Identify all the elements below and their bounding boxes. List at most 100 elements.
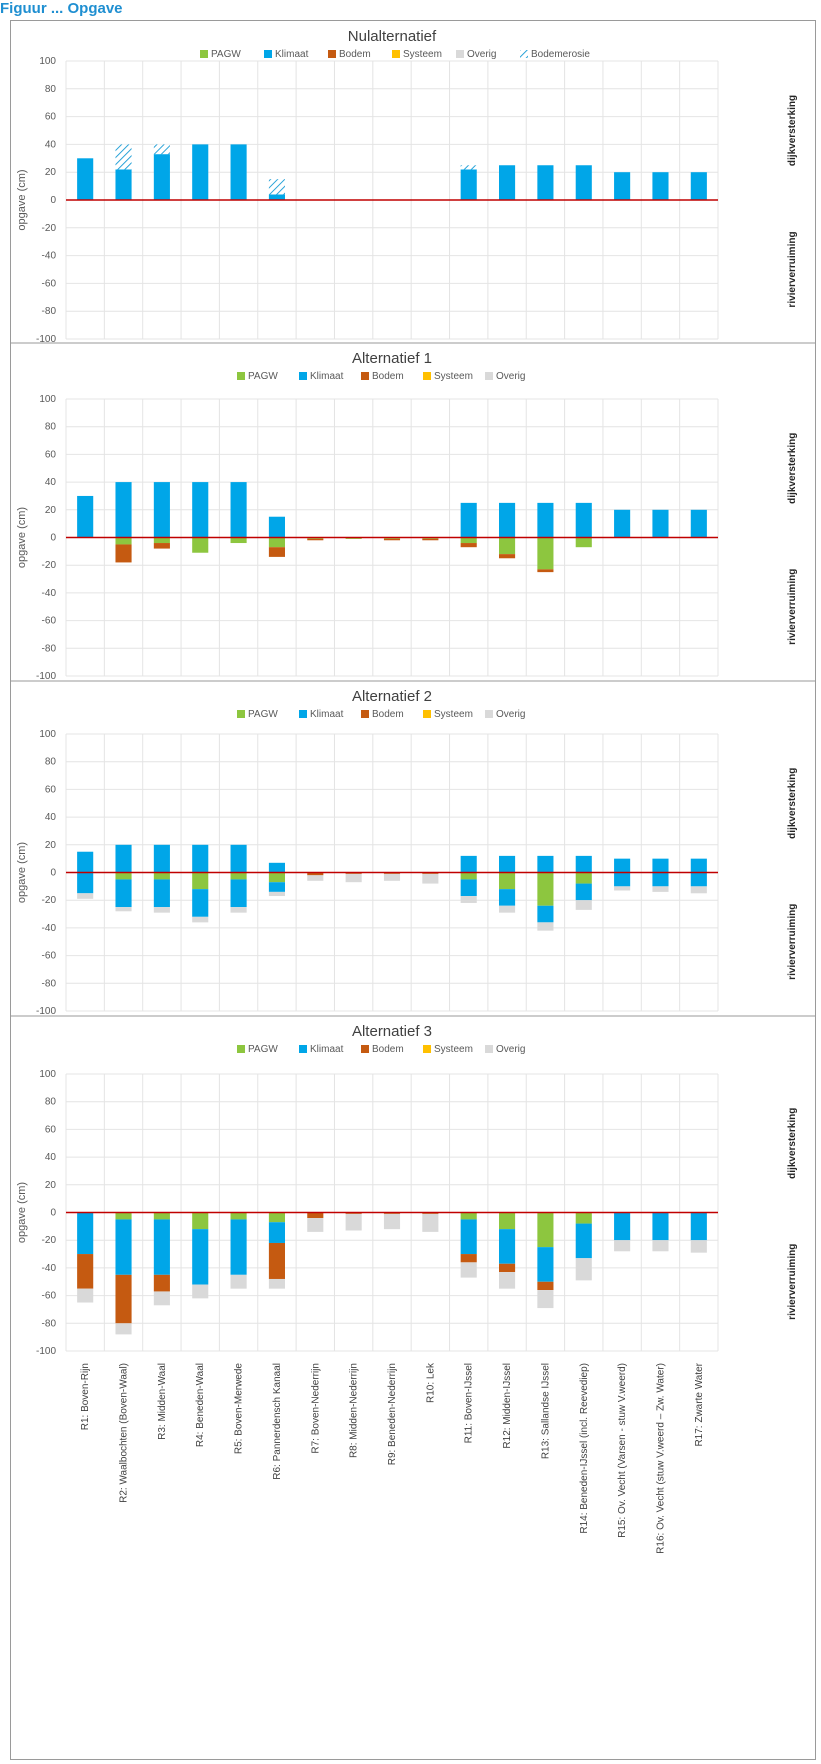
y-tick-label: -20 bbox=[42, 895, 57, 906]
bar-klimaat-15 bbox=[614, 172, 631, 200]
bar-overig-14 bbox=[575, 1258, 592, 1281]
bar-klimaat-17 bbox=[690, 872, 707, 887]
legend-label: Bodem bbox=[372, 709, 404, 720]
bar-overig-4 bbox=[192, 916, 209, 923]
bar-bodem-2 bbox=[115, 544, 132, 563]
chart-panel-2: Alternatief 1 PAGW Klimaat Bodem Systeem Over… bbox=[11, 342, 815, 682]
x-tick-label: R17: Zwarte Water bbox=[694, 1362, 705, 1446]
legend-label: Klimaat bbox=[310, 709, 344, 720]
bar-klimaat-2 bbox=[115, 482, 132, 538]
legend-item-systeem: Systeem bbox=[423, 709, 473, 720]
y-tick-label: 100 bbox=[39, 729, 56, 740]
y-tick-label: -100 bbox=[36, 334, 56, 345]
y-tick-label: 20 bbox=[45, 1180, 57, 1191]
bar-klimaat-1 bbox=[77, 872, 94, 894]
legend-item-systeem: Systeem bbox=[423, 1044, 473, 1055]
figure-frame: Nulalternatief PAGW Klimaat Bodem Systeem Ove… bbox=[10, 20, 816, 1760]
legend-swatch bbox=[237, 372, 245, 380]
y-axis-label: opgave (cm) bbox=[16, 507, 28, 568]
bar-bodemerosie-3 bbox=[153, 144, 170, 155]
bar-bodem-6 bbox=[268, 547, 285, 557]
bar-klimaat-5 bbox=[230, 1219, 247, 1275]
bar-klimaat-15 bbox=[614, 1212, 631, 1241]
legend-label: Bodem bbox=[372, 371, 404, 382]
bar-klimaat-16 bbox=[652, 509, 669, 538]
y-tick-label: -100 bbox=[36, 1006, 56, 1017]
bar-klimaat-12 bbox=[499, 855, 516, 873]
bar-overig-6 bbox=[268, 891, 285, 897]
legend-label: Klimaat bbox=[310, 1044, 344, 1055]
bar-pagw-14 bbox=[575, 1212, 592, 1224]
legend-label: Klimaat bbox=[310, 371, 344, 382]
y-tick-label: -60 bbox=[42, 278, 57, 289]
bar-klimaat-5 bbox=[230, 482, 247, 538]
bar-klimaat-6 bbox=[268, 1222, 285, 1243]
chart-panel-1: Nulalternatief PAGW Klimaat Bodem Systeem Ove… bbox=[16, 28, 798, 345]
bar-pagw-6 bbox=[268, 537, 285, 548]
bar-klimaat-16 bbox=[652, 872, 669, 887]
legend-swatch bbox=[423, 372, 431, 380]
bar-klimaat-13 bbox=[537, 502, 554, 538]
legend-item-overig: Overig bbox=[456, 49, 496, 60]
legend-swatch bbox=[361, 1045, 369, 1053]
bar-klimaat-14 bbox=[575, 1223, 592, 1259]
bar-klimaat-13 bbox=[537, 165, 554, 200]
bar-klimaat-5 bbox=[230, 144, 247, 200]
bar-overig-3 bbox=[153, 907, 170, 913]
y-tick-label: -80 bbox=[42, 978, 57, 989]
bar-overig-2 bbox=[115, 907, 132, 912]
y-axis-label: opgave (cm) bbox=[16, 1182, 28, 1243]
bar-overig-12 bbox=[499, 905, 516, 913]
y-tick-label: 40 bbox=[45, 812, 57, 823]
bar-bodem-2 bbox=[115, 1274, 132, 1324]
bar-klimaat-4 bbox=[192, 144, 209, 200]
bar-klimaat-12 bbox=[499, 165, 516, 200]
bar-pagw-6 bbox=[268, 872, 285, 883]
bar-klimaat-2 bbox=[115, 844, 132, 873]
bar-pagw-3 bbox=[153, 872, 170, 880]
legend-swatch bbox=[237, 1045, 245, 1053]
bar-bodem-12 bbox=[499, 1263, 516, 1273]
bar-klimaat-17 bbox=[690, 172, 707, 200]
y-tick-label: -20 bbox=[42, 1235, 57, 1246]
y-tick-label: -40 bbox=[42, 588, 57, 599]
legend-item-klimaat: Klimaat bbox=[264, 49, 309, 60]
legend-swatch bbox=[237, 710, 245, 718]
legend-item-klimaat: Klimaat bbox=[299, 1044, 344, 1055]
bar-klimaat-16 bbox=[652, 1212, 669, 1241]
legend-item-klimaat: Klimaat bbox=[299, 709, 344, 720]
y-tick-label: 60 bbox=[45, 112, 57, 123]
x-tick-label: R3: Midden-Waal bbox=[157, 1363, 168, 1440]
bar-klimaat-11 bbox=[460, 169, 477, 200]
bar-klimaat-6 bbox=[268, 194, 285, 200]
bar-overig-3 bbox=[153, 1291, 170, 1306]
x-tick-label: R7: Boven-Nederrijn bbox=[310, 1363, 321, 1454]
figure-caption: Figuur ... Opgave bbox=[0, 0, 123, 17]
bar-klimaat-14 bbox=[575, 855, 592, 873]
bar-pagw-4 bbox=[192, 537, 209, 553]
legend-item-systeem: Systeem bbox=[423, 371, 473, 382]
bar-pagw-3 bbox=[153, 537, 170, 544]
bar-pagw-11 bbox=[460, 872, 477, 880]
bar-klimaat-12 bbox=[499, 889, 516, 906]
x-tick-label: R1: Boven-Rijn bbox=[80, 1363, 91, 1430]
bar-pagw-13 bbox=[537, 1212, 554, 1248]
bar-klimaat-2 bbox=[115, 879, 132, 908]
legend-item-pagw: PAGW bbox=[237, 709, 278, 720]
legend-item-pagw: PAGW bbox=[237, 371, 278, 382]
bar-overig-16 bbox=[652, 1240, 669, 1252]
bar-pagw-6 bbox=[268, 1212, 285, 1223]
bar-klimaat-2 bbox=[115, 169, 132, 200]
x-tick-label: R8: Midden-Nederrijn bbox=[349, 1363, 360, 1458]
bar-bodem-13 bbox=[537, 1281, 554, 1291]
bar-overig-13 bbox=[537, 922, 554, 931]
y-tick-label: 60 bbox=[45, 1124, 57, 1135]
bar-klimaat-15 bbox=[614, 509, 631, 538]
bar-klimaat-1 bbox=[77, 158, 94, 200]
bar-klimaat-14 bbox=[575, 165, 592, 200]
legend-swatch bbox=[520, 50, 528, 58]
y-tick-label: 80 bbox=[45, 422, 57, 433]
x-tick-label: R2: Waalbochten (Boven-Waal) bbox=[119, 1363, 130, 1503]
bar-pagw-2 bbox=[115, 537, 132, 545]
bar-bodemerosie-6 bbox=[268, 179, 285, 195]
